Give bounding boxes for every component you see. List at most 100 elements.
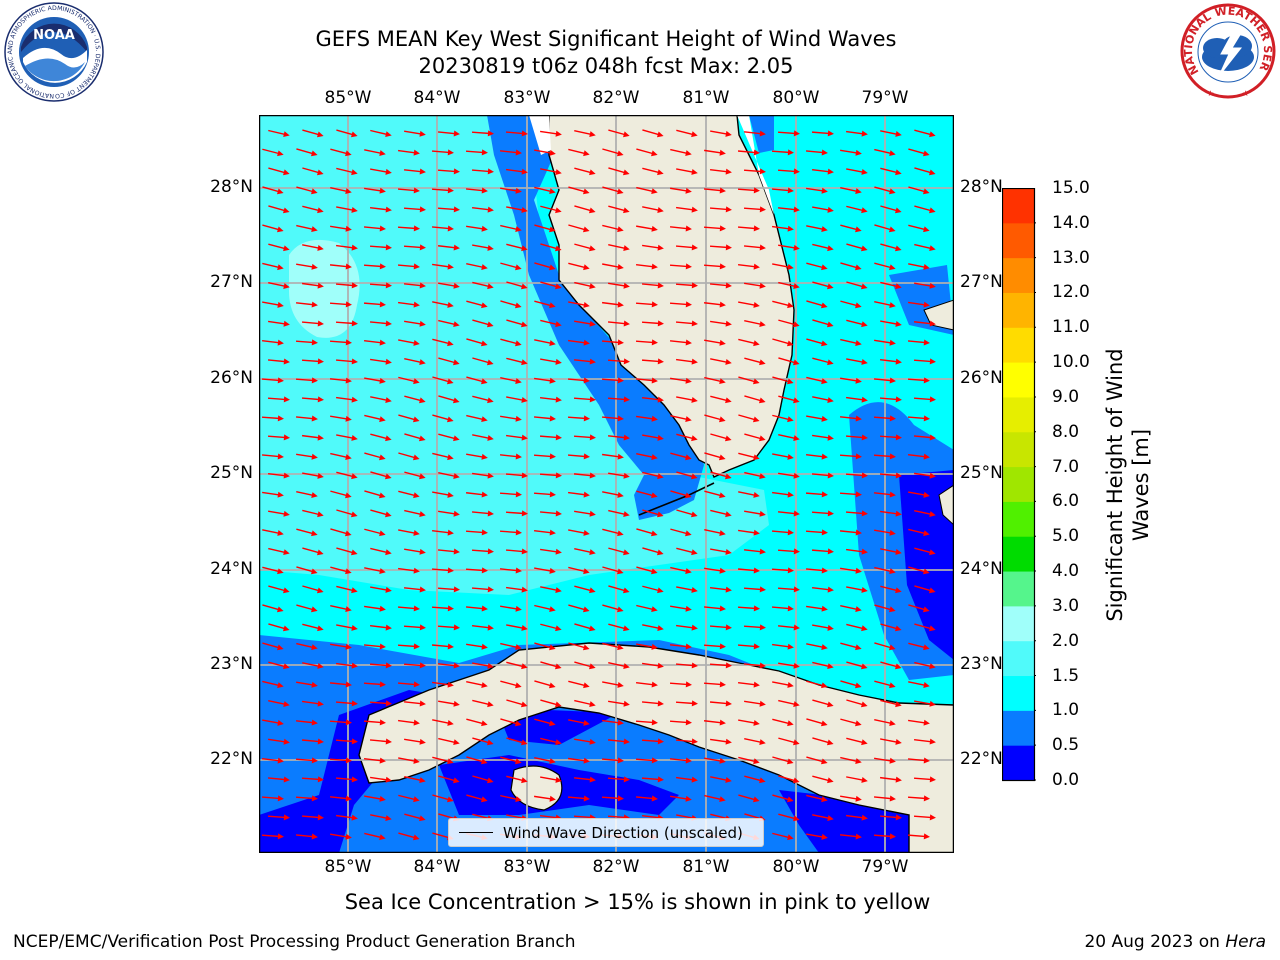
wave-direction-arrow: [466, 338, 488, 347]
wave-direction-arrow: [296, 263, 318, 270]
wave-direction-arrow: [403, 168, 426, 175]
wave-direction-arrow: [432, 452, 454, 461]
wave-direction-arrow: [737, 567, 760, 574]
wave-direction-arrow: [846, 776, 868, 783]
colorbar-tick-label: 3.0: [1052, 595, 1080, 616]
wave-direction-arrow: [471, 548, 494, 555]
wave-direction-arrow: [472, 395, 494, 404]
wave-direction-arrow: [404, 130, 426, 137]
wave-direction-arrow: [466, 643, 488, 650]
wave-direction-arrow: [704, 794, 726, 803]
wave-direction-arrow: [908, 224, 930, 233]
wave-direction-arrow: [534, 377, 556, 384]
wave-direction-arrow: [641, 738, 664, 745]
wave-direction-arrow: [744, 738, 766, 745]
wave-direction-arrow: [811, 130, 834, 137]
wave-direction-arrow: [534, 795, 556, 802]
wave-direction-arrow: [839, 529, 862, 536]
wave-direction-arrow: [907, 795, 930, 802]
wave-direction-arrow: [506, 168, 528, 175]
map-frame: [259, 115, 954, 853]
wave-direction-arrow: [602, 491, 624, 498]
wave-direction-arrow: [500, 262, 522, 271]
colorbar-cell: [1002, 745, 1035, 781]
wave-direction-arrow: [635, 263, 658, 270]
wave-direction-arrow: [601, 377, 624, 384]
wave-direction-arrow: [743, 244, 766, 251]
wave-direction-arrow: [500, 224, 522, 233]
wave-direction-arrow: [608, 472, 630, 479]
wave-direction-arrow: [880, 548, 902, 555]
wave-direction-arrow: [574, 699, 596, 708]
wave-direction-arrow: [676, 433, 698, 442]
wave-direction-arrow: [607, 320, 630, 327]
lat-label-right: 23°N: [960, 654, 1003, 674]
wave-direction-arrow: [812, 434, 834, 441]
lat-label-right: 22°N: [960, 749, 1003, 769]
wave-direction-arrow: [880, 320, 902, 327]
wave-direction-arrow: [329, 757, 352, 764]
wave-direction-arrow: [499, 453, 522, 460]
wave-direction-arrow: [840, 186, 862, 194]
wave-direction-arrow: [261, 833, 284, 840]
colorbar-tick-label: 9.0: [1052, 386, 1080, 407]
wave-direction-arrow: [301, 320, 324, 327]
wave-direction-arrow: [262, 529, 284, 536]
wave-direction-arrow: [534, 300, 556, 309]
wave-direction-arrow: [465, 529, 488, 536]
wave-direction-arrow: [812, 661, 834, 670]
wave-direction-arrow: [744, 282, 766, 289]
wave-direction-arrow: [806, 643, 828, 650]
wave-direction-arrow: [330, 566, 352, 575]
wave-direction-arrow: [268, 167, 290, 176]
wave-direction-arrow: [738, 719, 760, 726]
wave-direction-arrow: [438, 282, 460, 289]
wave-direction-arrow: [335, 282, 358, 289]
colorbar-cell: [1002, 362, 1035, 398]
wave-direction-arrow: [874, 148, 896, 157]
wave-direction-arrow: [812, 281, 834, 290]
wave-direction-arrow: [500, 642, 522, 651]
wave-direction-arrow: [908, 528, 930, 537]
wave-direction-arrow: [534, 680, 556, 689]
wave-direction-arrow: [743, 548, 766, 555]
wave-direction-arrow: [812, 357, 834, 366]
lon-label-top: 82°W: [592, 88, 640, 108]
wave-direction-arrow: [703, 681, 726, 688]
wave-direction-arrow: [268, 243, 290, 252]
wave-direction-arrow: [608, 129, 630, 138]
colorbar-cell: [1002, 257, 1035, 293]
wave-direction-arrow: [908, 604, 930, 613]
wave-direction-arrow: [466, 263, 488, 270]
colorbar-tick-label: 14.0: [1052, 212, 1090, 233]
wave-direction-arrow: [533, 491, 556, 498]
wave-direction-arrow: [642, 167, 664, 176]
sea-ice-note: Sea Ice Concentration > 15% is shown in …: [344, 890, 931, 914]
wave-direction-arrow: [777, 510, 800, 517]
lat-label-left: 22°N: [210, 749, 253, 769]
wave-direction-arrow: [676, 624, 698, 631]
wave-direction-arrow: [431, 187, 454, 194]
wave-direction-arrow: [437, 662, 460, 669]
wave-direction-arrow: [743, 130, 766, 137]
wave-direction-arrow: [675, 738, 698, 745]
wave-direction-arrow: [432, 719, 454, 726]
wave-direction-arrow: [607, 776, 630, 783]
wave-direction-arrow: [370, 547, 392, 556]
wave-direction-arrow: [296, 148, 318, 157]
wave-direction-arrow: [466, 794, 488, 803]
wave-direction-arrow: [499, 149, 522, 156]
wave-direction-arrow: [709, 586, 732, 593]
lat-label-left: 24°N: [210, 559, 253, 579]
wave-direction-arrow: [738, 491, 760, 498]
wave-direction-arrow: [567, 377, 590, 384]
wave-direction-arrow: [369, 206, 392, 213]
wave-direction-arrow: [709, 700, 732, 707]
wave-direction-arrow: [369, 282, 392, 289]
land-cuba: [358, 642, 954, 853]
colorbar-cell: [1002, 536, 1035, 572]
wave-direction-arrow: [438, 510, 460, 517]
wave-direction-arrow: [738, 301, 760, 308]
wave-direction-arrow: [608, 700, 630, 707]
wave-direction-arrow: [363, 643, 386, 650]
